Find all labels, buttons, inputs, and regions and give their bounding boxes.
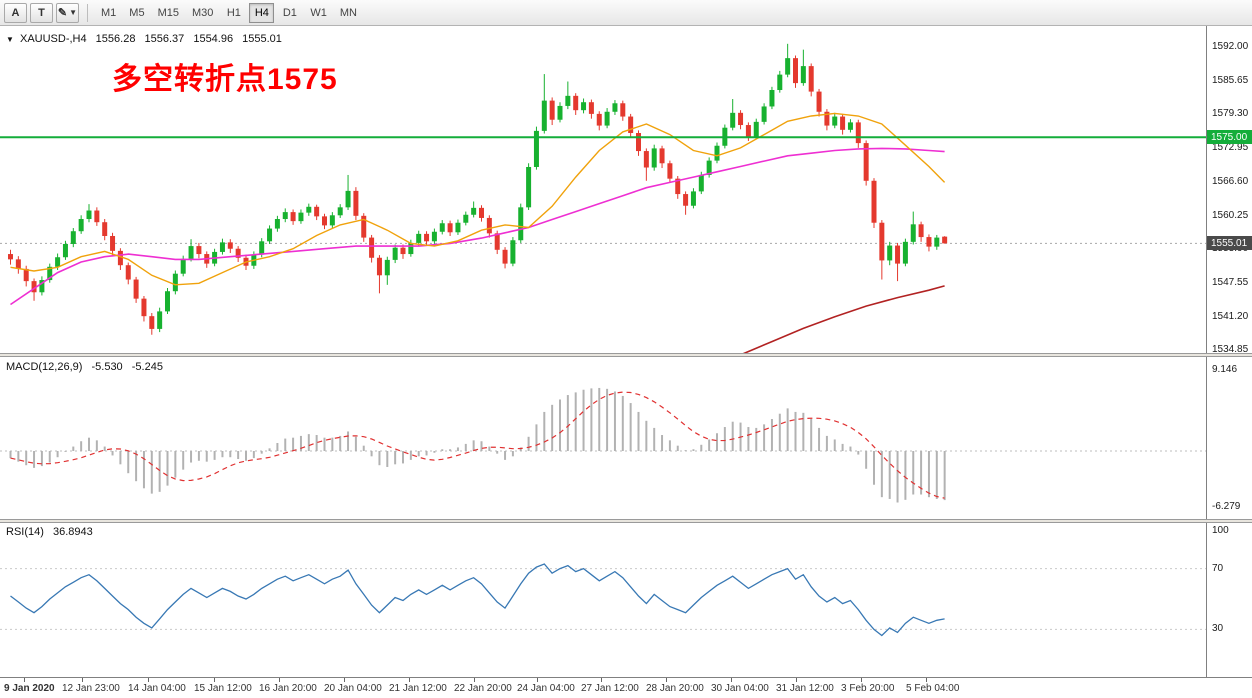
symbol-ohlc-header: ▼ XAUUSD-,H4 1556.28 1556.37 1554.96 155… <box>6 33 288 45</box>
close-value: 1555.01 <box>242 33 282 45</box>
time-axis-tick <box>731 678 732 682</box>
macd-value: -5.530 <box>91 361 123 373</box>
time-axis-tick <box>601 678 602 682</box>
price-axis-label: 1579.30 <box>1212 108 1249 120</box>
panel-splitter[interactable] <box>0 353 1252 357</box>
timeframe-m15-button[interactable]: M15 <box>153 3 184 23</box>
collapse-icon[interactable]: ▼ <box>6 35 14 44</box>
time-axis-tick <box>666 678 667 682</box>
hline-price-badge: 1575.00 <box>1207 130 1252 145</box>
rsi-axis-label: 30 <box>1212 623 1224 635</box>
time-axis-label: 20 Jan 04:00 <box>324 683 382 694</box>
timeframe-m30-button[interactable]: M30 <box>187 3 218 23</box>
timeframe-h4-button[interactable]: H4 <box>249 2 275 23</box>
time-axis-tick <box>861 678 862 682</box>
toolbar-divider <box>87 3 88 22</box>
time-axis-label: 9 Jan 2020 <box>4 683 55 694</box>
time-axis-tick <box>24 678 25 682</box>
time-axis-label: 3 Feb 20:00 <box>841 683 895 694</box>
low-value: 1554.96 <box>193 33 234 45</box>
timeframe-m5-button[interactable]: M5 <box>124 3 149 23</box>
time-axis-tick <box>344 678 345 682</box>
timeframe-m1-button[interactable]: M1 <box>96 3 121 23</box>
macd-axis-label: -6.279 <box>1212 500 1241 512</box>
draw-tool-dropdown[interactable]: ✎ ▼ <box>56 2 79 23</box>
current-price-badge: 1555.01 <box>1207 236 1252 251</box>
time-axis-tick <box>537 678 538 682</box>
time-axis-label: 27 Jan 12:00 <box>581 683 639 694</box>
time-axis-label: 22 Jan 20:00 <box>454 683 512 694</box>
price-axis-label: 1547.55 <box>1212 276 1249 288</box>
timeframe-mn-button[interactable]: MN <box>335 3 362 23</box>
time-axis-tick <box>409 678 410 682</box>
symbol-label: XAUUSD-,H4 <box>19 33 87 45</box>
timeframe-d1-button[interactable]: D1 <box>277 3 302 23</box>
time-axis-label: 21 Jan 12:00 <box>389 683 447 694</box>
time-axis-label: 12 Jan 23:00 <box>62 683 120 694</box>
cursor-tool-button[interactable]: A <box>4 2 27 23</box>
chevron-down-icon: ▼ <box>69 8 78 17</box>
time-axis-label: 24 Jan 04:00 <box>517 683 575 694</box>
rsi-title: RSI(14) <box>6 526 44 538</box>
time-axis-tick <box>474 678 475 682</box>
time-axis-tick <box>214 678 215 682</box>
high-value: 1556.37 <box>144 33 185 45</box>
time-axis-tick <box>279 678 280 682</box>
chart-annotation-text: 多空转折点1575 <box>112 63 338 96</box>
price-axis-label: 1534.85 <box>1212 344 1249 356</box>
rsi-header: RSI(14) 36.8943 <box>6 526 99 538</box>
price-axis[interactable]: 1592.00 1585.65 1579.30 1572.95 1566.60 1560.… <box>1207 0 1252 698</box>
time-axis-label: 31 Jan 12:00 <box>776 683 834 694</box>
time-axis-tick <box>926 678 927 682</box>
timeframe-h1-button[interactable]: H1 <box>221 3 246 23</box>
time-axis-label: 5 Feb 04:00 <box>906 683 960 694</box>
price-axis-border <box>1206 26 1207 677</box>
price-axis-label: 1566.60 <box>1212 175 1249 187</box>
toolbar: A T ✎ ▼ M1 M5 M15 M30 H1 H4 D1 W1 MN <box>0 0 1252 26</box>
rsi-axis-label: 70 <box>1212 562 1224 574</box>
text-tool-button[interactable]: T <box>30 2 53 23</box>
open-value: 1556.28 <box>95 33 136 45</box>
time-axis-label: 16 Jan 20:00 <box>259 683 317 694</box>
time-axis-label: 15 Jan 12:00 <box>194 683 252 694</box>
time-axis[interactable]: 9 Jan 2020 12 Jan 23:00 14 Jan 04:00 15 Jan… <box>0 677 1252 698</box>
timeframe-w1-button[interactable]: W1 <box>305 3 332 23</box>
price-axis-label: 1572.95 <box>1212 142 1249 154</box>
price-axis-label: 1541.20 <box>1212 310 1249 322</box>
time-axis-tick <box>82 678 83 682</box>
pencil-icon: ✎ <box>57 7 68 19</box>
panel-splitter[interactable] <box>0 519 1252 523</box>
macd-axis-label: 9.146 <box>1212 363 1238 375</box>
time-axis-tick <box>796 678 797 682</box>
macd-signal-value: -5.245 <box>131 361 163 373</box>
price-axis-label: 1560.25 <box>1212 209 1249 221</box>
macd-header: MACD(12,26,9) -5.530 -5.245 <box>6 361 169 373</box>
rsi-axis-label: 100 <box>1212 525 1229 536</box>
price-axis-label: 1592.00 <box>1212 41 1249 52</box>
macd-title: MACD(12,26,9) <box>6 361 83 373</box>
time-axis-label: 14 Jan 04:00 <box>128 683 186 694</box>
rsi-value: 36.8943 <box>52 526 93 538</box>
time-axis-label: 30 Jan 04:00 <box>711 683 769 694</box>
time-axis-tick <box>148 678 149 682</box>
price-axis-label: 1585.65 <box>1212 74 1249 86</box>
time-axis-label: 28 Jan 20:00 <box>646 683 704 694</box>
